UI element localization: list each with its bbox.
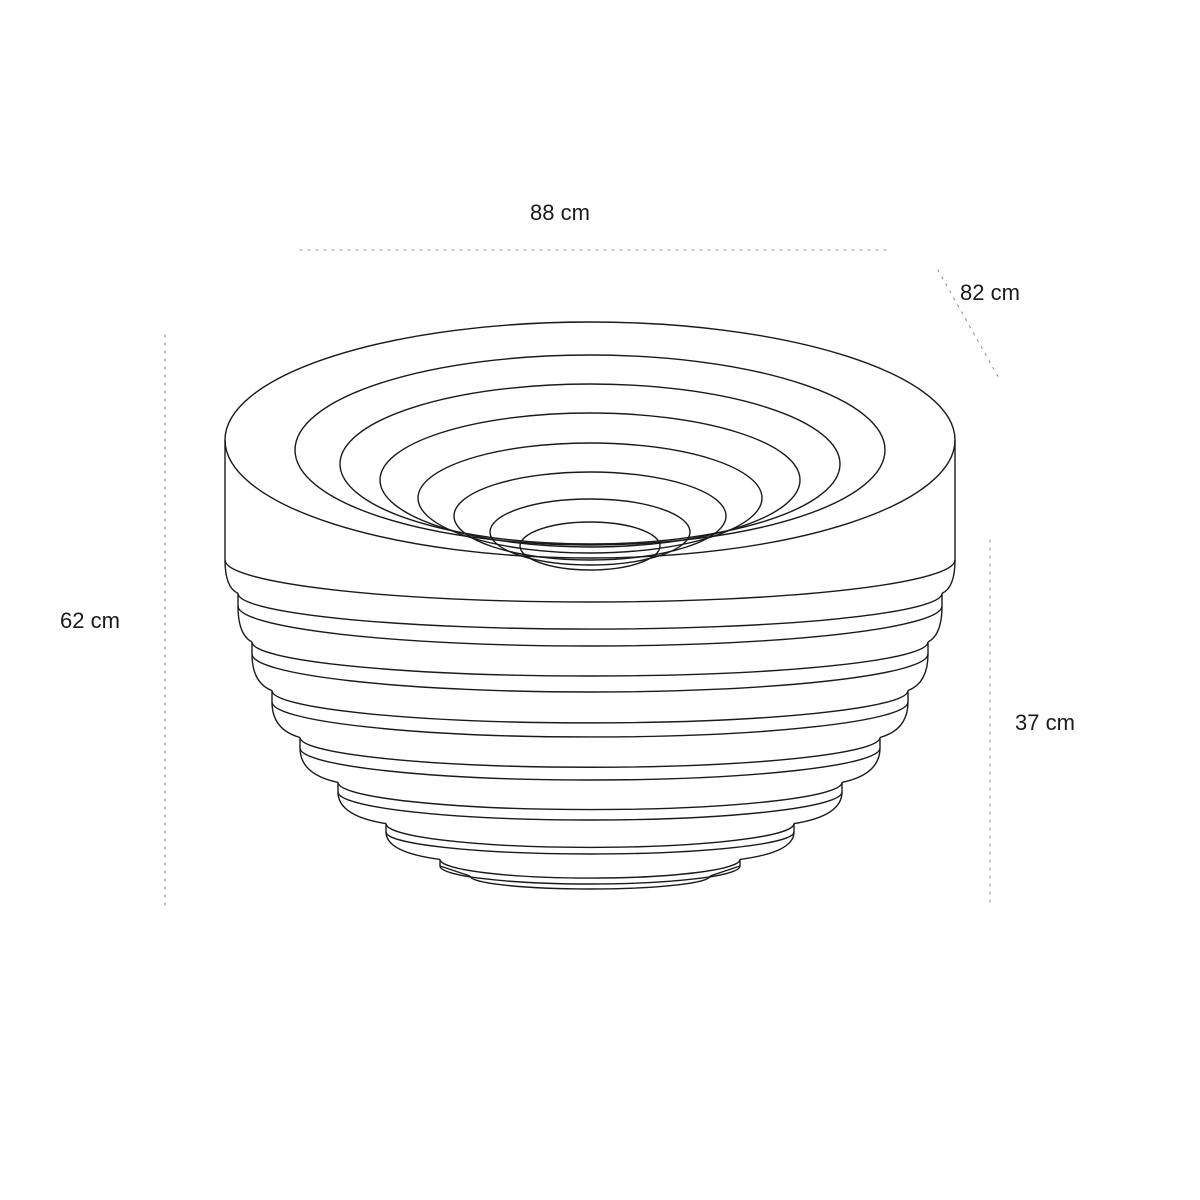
- technical-drawing-svg: [0, 0, 1200, 1200]
- diagram-canvas: 88 cm 82 cm 62 cm 37 cm: [0, 0, 1200, 1200]
